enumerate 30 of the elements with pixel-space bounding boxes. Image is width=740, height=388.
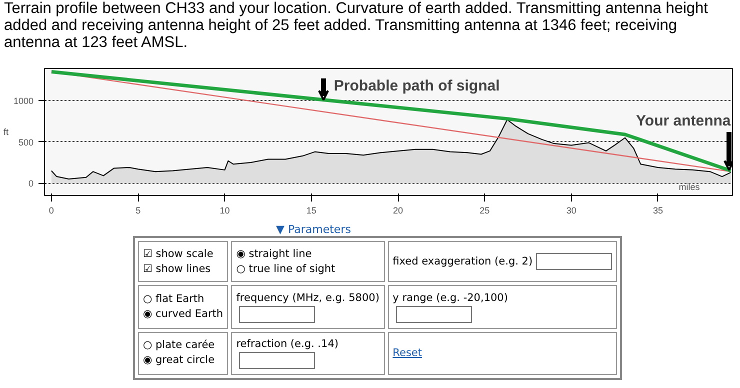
x-tick-label: 5 [136, 206, 141, 216]
x-tick-label: 0 [48, 206, 54, 216]
annotation: Your antenna [636, 112, 732, 130]
text: ◉ great circle [143, 354, 215, 366]
text: ▼ Parameters [275, 222, 352, 236]
y-tick-label: 1000 [13, 96, 34, 106]
annotation: Probable path of signal [334, 77, 500, 94]
x-tick-label: 20 [393, 206, 404, 216]
x-tick-label: 35 [652, 206, 663, 216]
chart-title: Terrain profile between CH33 and your location. Curvature of earth added. Transmitting antenna height added and receiving antenna height of 25 feet added. Transmitting antenna at 1346 feet; receiving antenna at 123 feet AMSL. [4, 0, 709, 51]
x-tick-label: 10 [220, 206, 230, 216]
y-tick-label: 0 [28, 178, 34, 189]
text: ☑ show scale [143, 248, 214, 260]
text: ○ flat Earth [143, 292, 204, 305]
y-tick-label: 500 [18, 137, 34, 148]
text: frequency (MHz, e.g. 5800) [231, 285, 385, 329]
x-tick-label: 15 [306, 206, 316, 216]
text: Reset [392, 346, 422, 359]
x-tick-label: 25 [480, 206, 490, 216]
text: refraction (e.g. .14) [231, 332, 385, 375]
text: fixed exaggeration (e.g. 2) [388, 241, 617, 282]
text: y range (e.g. -20,100) [388, 285, 617, 329]
x-axis-title: miles [678, 182, 700, 192]
x-tick-label: 30 [566, 206, 576, 216]
text: ☑ show lines [143, 262, 211, 275]
text: ○ plate carée [143, 339, 215, 352]
y-axis-title: ft [3, 127, 9, 137]
text: ◉ straight line [236, 248, 312, 260]
text: ○ true line of sight [236, 262, 336, 275]
text: ◉ curved Earth [143, 308, 224, 320]
